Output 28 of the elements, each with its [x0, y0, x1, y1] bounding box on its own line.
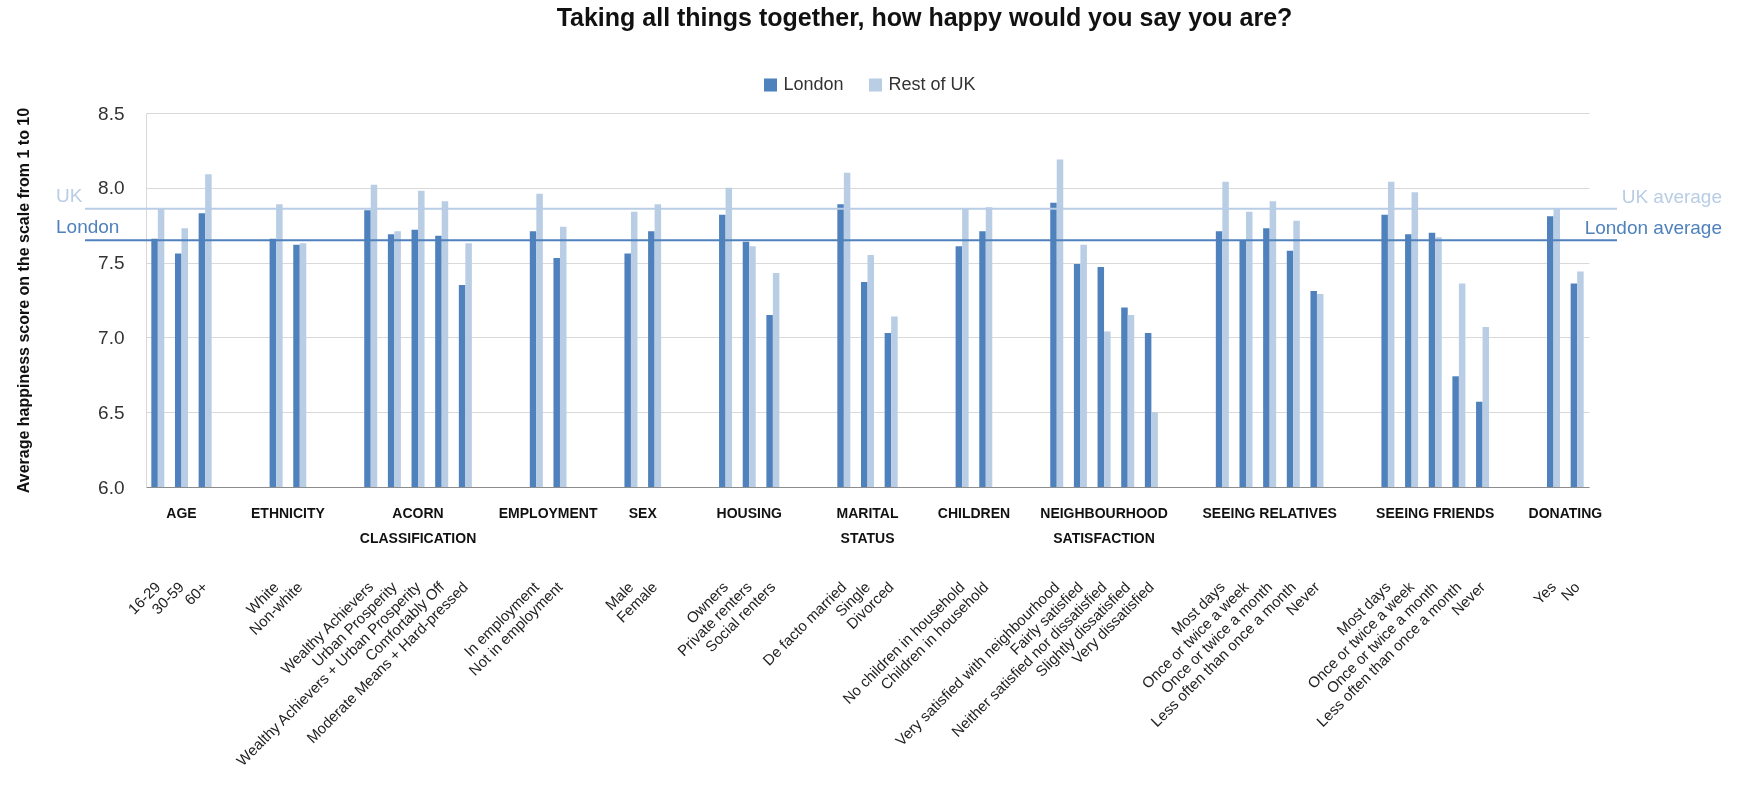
- text: SEX: [628, 505, 658, 521]
- text: UK: [56, 184, 83, 206]
- text: NEIGHBOURHOOD SATISFACTION: [1040, 505, 1168, 546]
- text: London: [56, 216, 120, 238]
- text: CHILDREN: [937, 505, 1011, 521]
- y-tick-label: 6.0: [98, 476, 125, 498]
- text: ETHNICITY: [250, 505, 326, 521]
- y-tick-label: 6.5: [98, 401, 125, 423]
- text: SEEING FRIENDS: [1376, 505, 1495, 521]
- text: EMPLOYMENT: [498, 505, 598, 521]
- text: MARITAL STATUS: [836, 505, 899, 546]
- y-tick-label: 8.5: [98, 102, 125, 124]
- y-tick-label: 8.0: [98, 177, 125, 199]
- text: SEEING RELATIVES: [1202, 505, 1337, 521]
- text: HOUSING: [716, 505, 782, 521]
- y-tick-label: 7.0: [98, 326, 125, 348]
- x-tick-label: Yes: [1529, 578, 1560, 608]
- ref-line-label: UK average: [1621, 185, 1722, 207]
- text: DONATING: [1528, 505, 1603, 521]
- x-tick-label: No: [1557, 578, 1583, 604]
- y-axis-title: Average happiness score on the scale from 1 to 10: [15, 107, 33, 494]
- y-tick-label: 7.5: [98, 252, 125, 274]
- text: ACORN CLASSIFICATION: [359, 505, 477, 546]
- chart-title: Taking all things together, how happy would you say you are?: [556, 3, 1293, 31]
- legend-label: London: [783, 74, 844, 94]
- ref-line-label: London average: [1584, 217, 1722, 239]
- text: AGE: [166, 505, 197, 521]
- legend-label: Rest of UK: [888, 74, 976, 94]
